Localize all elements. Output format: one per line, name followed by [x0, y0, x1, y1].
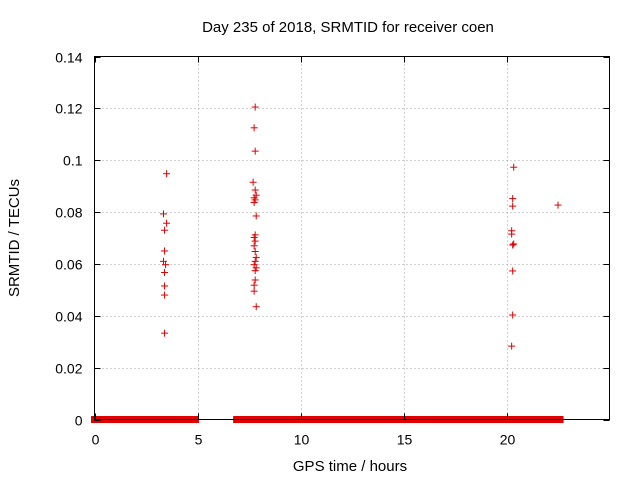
data-point: [509, 195, 517, 203]
y-tick-label: 0.08: [55, 205, 82, 221]
data-point: [510, 163, 518, 171]
data-point: [509, 241, 517, 249]
chart-title: Day 235 of 2018, SRMTID for receiver coe…: [202, 19, 494, 36]
data-point: [249, 178, 257, 186]
data-point: [250, 281, 258, 289]
x-axis-title: GPS time / hours: [293, 458, 407, 475]
data-point: [252, 253, 260, 261]
data-point: [252, 264, 260, 272]
data-point: [251, 267, 259, 275]
axis-ticks: [94, 56, 610, 421]
x-tick-label: 10: [294, 432, 310, 448]
x-tick-label: 20: [500, 432, 516, 448]
data-point: [509, 202, 517, 210]
y-tick-label: 0.1: [63, 153, 83, 169]
data-point: [509, 311, 517, 319]
data-point: [252, 303, 260, 311]
data-point: [161, 268, 169, 276]
data-point: [160, 210, 168, 218]
data-point: [251, 247, 259, 255]
data-point: [251, 231, 259, 239]
y-axis-title: SRMTID / TECUs: [6, 179, 23, 297]
x-tick-label: 15: [397, 432, 413, 448]
grid: [94, 56, 610, 420]
data-points: [160, 103, 562, 350]
y-tick-label: 0.06: [55, 257, 82, 273]
data-point: [251, 257, 259, 265]
data-point: [509, 267, 517, 275]
data-point: [160, 257, 168, 265]
y-tick-labels: 0 0.02 0.04 0.06 0.08 0.1 0.12 0.14: [55, 50, 82, 429]
data-point: [250, 242, 258, 250]
data-point: [251, 147, 259, 155]
x-tick-label: 0: [92, 432, 100, 448]
data-point: [161, 329, 169, 337]
data-point: [508, 227, 516, 235]
x-tick-labels: 0 5 10 15 20: [92, 432, 516, 448]
data-point: [510, 240, 518, 248]
data-point: [251, 237, 259, 245]
y-tick-label: 0.14: [55, 50, 82, 66]
data-point: [554, 201, 562, 209]
data-point: [161, 282, 169, 290]
data-point: [508, 342, 516, 350]
x-tick-label: 5: [195, 432, 203, 448]
y-tick-label: 0.04: [55, 309, 82, 325]
data-point: [252, 191, 260, 199]
y-tick-label: 0.12: [55, 101, 82, 117]
y-tick-label: 0.02: [55, 361, 82, 377]
plot-frame: [94, 56, 610, 420]
y-tick-label: 0: [75, 413, 83, 429]
data-point: [251, 103, 259, 111]
data-point: [252, 212, 260, 220]
data-point: [161, 291, 169, 299]
data-point: [163, 219, 171, 227]
data-point: [250, 287, 258, 295]
data-point: [250, 124, 258, 132]
data-point: [163, 170, 171, 178]
data-point: [161, 226, 169, 234]
data-point: [161, 247, 169, 255]
data-point: [251, 276, 259, 284]
data-point: [251, 186, 259, 194]
